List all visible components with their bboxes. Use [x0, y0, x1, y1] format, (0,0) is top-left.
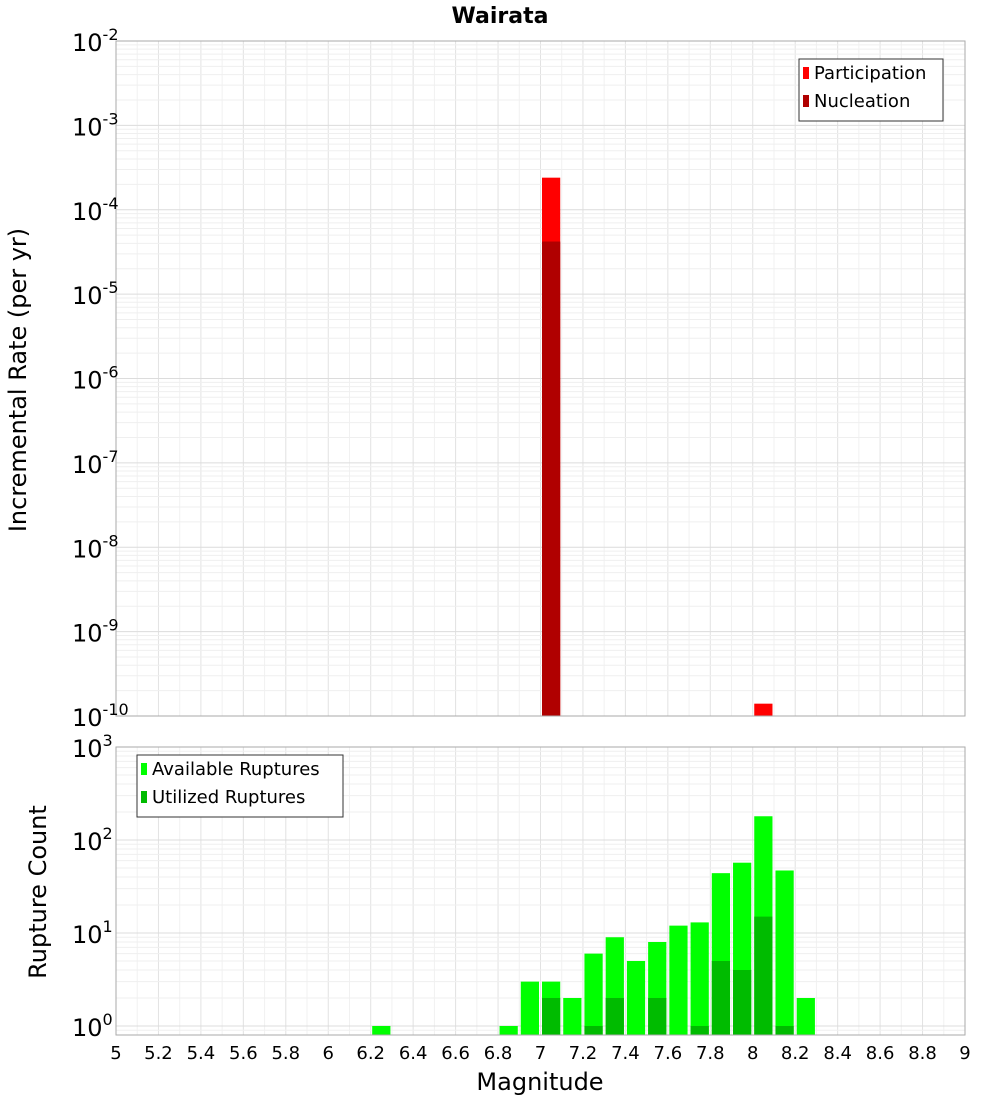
count-plot-frame: [115, 746, 966, 1036]
x-tick-label: 5.8: [271, 1043, 300, 1064]
count-y-tick-label: 102: [72, 824, 113, 856]
x-axis-label: Magnitude: [476, 1068, 603, 1096]
rate-legend-box: [798, 58, 944, 122]
x-tick-label: 7.6: [654, 1043, 683, 1064]
x-tick-label: 8.8: [908, 1043, 937, 1064]
rate-legend-swatch: [803, 67, 809, 79]
rate-legend-label: Participation: [814, 63, 926, 84]
x-tick-label: 6.8: [484, 1043, 513, 1064]
count-bar: [605, 997, 624, 1035]
x-tick-label: 6.2: [356, 1043, 385, 1064]
rate-legend-swatch: [803, 95, 809, 107]
x-tick-label: 7.2: [569, 1043, 598, 1064]
count-bar: [690, 1025, 709, 1035]
count-bar: [754, 916, 773, 1035]
x-tick-label: 5.2: [144, 1043, 173, 1064]
top-y-axis-label: Incremental Rate (per yr): [4, 228, 32, 532]
count-y-tick-label: 100: [72, 1010, 113, 1042]
count-y-tick-label: 101: [72, 917, 113, 949]
x-tick-label: 9: [959, 1043, 970, 1064]
rate-y-tick-label: 10-7: [72, 447, 119, 479]
count-legend-label: Utilized Ruptures: [152, 787, 305, 808]
bottom-y-axis-label: Rupture Count: [24, 805, 52, 979]
rate-legend-label: Nucleation: [814, 91, 910, 112]
x-tick-label: 5.6: [229, 1043, 258, 1064]
count-bar: [626, 960, 646, 1035]
count-legend-label: Available Ruptures: [152, 759, 320, 780]
rate-bar: [542, 241, 561, 717]
count-bar: [711, 960, 731, 1035]
x-tick-label: 7.4: [611, 1043, 640, 1064]
count-bar: [542, 997, 561, 1035]
rate-y-tick-label: 10-8: [72, 531, 119, 563]
rate-plot-frame: [115, 40, 966, 717]
x-tick-label: 5.4: [187, 1043, 216, 1064]
count-legend-swatch: [141, 763, 147, 775]
count-bar: [669, 925, 688, 1035]
count-panel: 100 101 102 103 5 5.2 5.4 5.6 5.8 6 6.2 6.4 6.6 6.8 7 7…: [72, 731, 971, 1064]
chart-title: Wairata: [452, 4, 549, 29]
count-grid: [116, 747, 965, 1035]
x-tick-label: 8.4: [823, 1043, 852, 1064]
rate-series-2: [542, 241, 561, 717]
x-ticks: 5 5.2 5.4 5.6 5.8 6 6.2 6.4 6.6 6.8 7 7.2 7.4 7.6 7.8 8…: [110, 1043, 970, 1064]
rate-panel: 10-10 10-9 10-8 10-7 10-6 10-5 10-4 10-3 10-2 Par…: [72, 25, 966, 732]
x-tick-label: 6.4: [399, 1043, 428, 1064]
rate-y-tick-label: 10-4: [72, 194, 119, 226]
x-tick-label: 6.6: [441, 1043, 470, 1064]
count-bar: [520, 981, 539, 1035]
rate-y-tick-label: 10-10: [72, 700, 129, 732]
count-bar: [775, 1025, 794, 1035]
count-legend-swatch: [141, 791, 147, 803]
count-bar: [733, 969, 752, 1035]
rate-y-tick-label: 10-2: [72, 25, 119, 57]
rate-y-ticks: 10-10 10-9 10-8 10-7 10-6 10-5 10-4 10-3 10-2: [72, 25, 129, 732]
count-legend-box: [136, 754, 344, 818]
x-tick-label: 8.2: [781, 1043, 810, 1064]
rate-y-tick-label: 10-6: [72, 363, 119, 395]
x-tick-label: 8: [747, 1043, 758, 1064]
rate-y-tick-label: 10-9: [72, 616, 119, 648]
count-legend: Available Ruptures Utilized Ruptures: [136, 754, 344, 818]
count-bar: [690, 922, 709, 1035]
count-bar: [775, 870, 794, 1035]
count-y-ticks: 100 101 102 103: [72, 731, 113, 1042]
count-bar: [648, 997, 667, 1035]
x-tick-label: 7: [535, 1043, 546, 1064]
count-y-tick-label: 103: [72, 731, 113, 763]
x-tick-label: 5: [110, 1043, 121, 1064]
rate-y-tick-label: 10-3: [72, 109, 119, 141]
x-tick-label: 8.6: [866, 1043, 895, 1064]
count-bar: [563, 997, 582, 1035]
x-tick-label: 7.8: [696, 1043, 725, 1064]
rate-bar: [754, 703, 773, 716]
count-bar: [372, 1025, 391, 1035]
count-bar: [796, 997, 815, 1035]
rate-y-tick-label: 10-5: [72, 278, 119, 310]
count-bar: [584, 1025, 603, 1035]
rate-grid: [116, 41, 965, 716]
rate-legend: Participation Nucleation: [798, 58, 944, 122]
count-bar: [499, 1025, 518, 1035]
count-bar: [584, 953, 603, 1035]
count-series-2: [542, 916, 794, 1035]
x-tick-label: 6: [323, 1043, 334, 1064]
